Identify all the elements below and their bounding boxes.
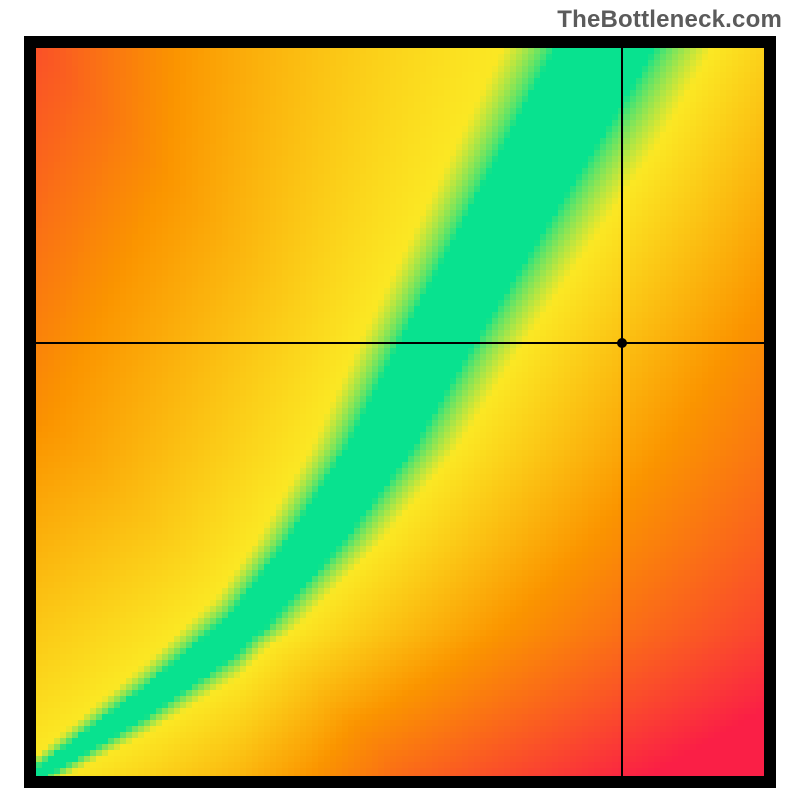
chart-container: { "canvas": { "width": 800, "height": 80… [0,0,800,800]
crosshair-horizontal [36,342,764,344]
watermark-text: TheBottleneck.com [557,6,782,34]
crosshair-vertical [621,48,623,776]
plot-border [24,36,776,788]
crosshair-marker [617,338,627,348]
